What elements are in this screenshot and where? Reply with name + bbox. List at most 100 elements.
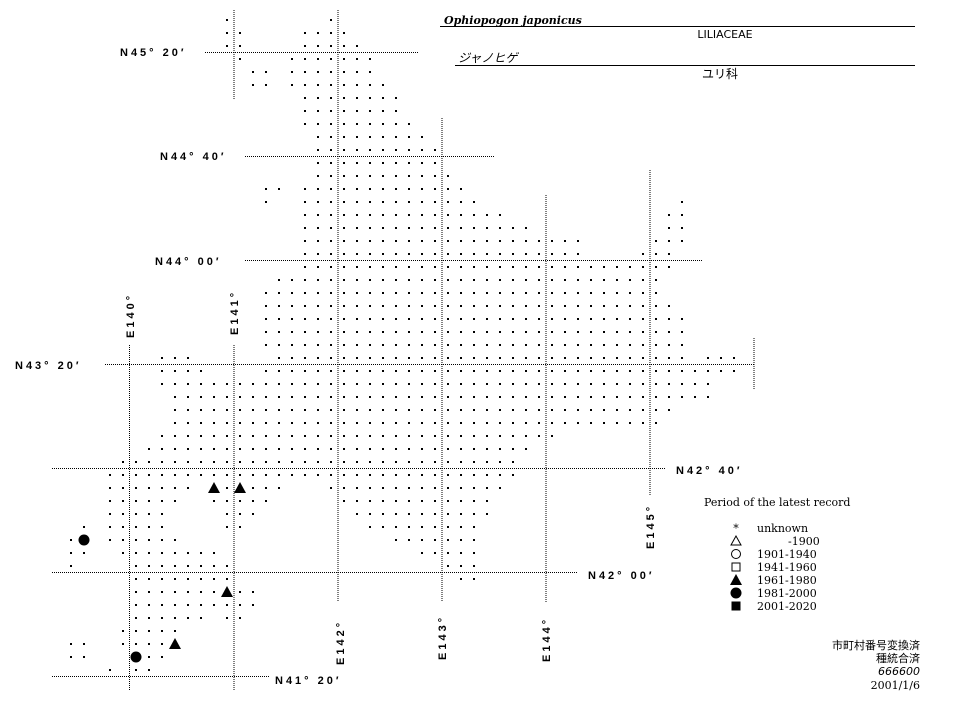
grid-dot: [174, 357, 176, 359]
grid-dot: [512, 331, 514, 333]
grid-dot: [291, 331, 293, 333]
grid-dot: [304, 279, 306, 281]
grid-dot: [278, 396, 280, 398]
graticule: [52, 10, 755, 690]
grid-dot: [434, 279, 436, 281]
grid-dot: [174, 409, 176, 411]
grid-dot: [395, 409, 397, 411]
grid-dot: [135, 552, 137, 554]
grid-dot: [317, 305, 319, 307]
grid-dot: [421, 318, 423, 320]
grid-dot: [148, 448, 150, 450]
grid-dot: [499, 461, 501, 463]
grid-dot: [668, 344, 670, 346]
grid-dot: [369, 487, 371, 489]
grid-dot: [161, 565, 163, 567]
grid-dot: [473, 422, 475, 424]
grid-dot: [161, 448, 163, 450]
grid-dot: [447, 305, 449, 307]
grid-dot: [733, 357, 735, 359]
grid-dot: [304, 97, 306, 99]
grid-dot: [473, 292, 475, 294]
grid-dot: [109, 539, 111, 541]
grid-dot: [655, 240, 657, 242]
grid-dot: [668, 331, 670, 333]
grid-dot: [473, 253, 475, 255]
grid-dot: [538, 331, 540, 333]
grid-dot: [629, 396, 631, 398]
grid-dot: [343, 162, 345, 164]
grid-dot: [187, 435, 189, 437]
grid-dot: [668, 266, 670, 268]
grid-dot: [278, 292, 280, 294]
grid-dot: [343, 84, 345, 86]
grid-dot: [369, 149, 371, 151]
grid-dot: [486, 396, 488, 398]
grid-dot: [408, 253, 410, 255]
grid-dot: [369, 136, 371, 138]
grid-dot: [356, 149, 358, 151]
grid-dot: [70, 552, 72, 554]
grid-dot: [408, 487, 410, 489]
grid-dot: [434, 552, 436, 554]
grid-dot: [343, 32, 345, 34]
triangle-record-marker-icon: [221, 586, 233, 597]
grid-dot: [473, 500, 475, 502]
grid-dot: [512, 435, 514, 437]
grid-dot: [642, 344, 644, 346]
grid-dot: [447, 344, 449, 346]
grid-dot: [473, 474, 475, 476]
grid-dot: [434, 201, 436, 203]
grid-dot: [603, 383, 605, 385]
grid-dot: [343, 487, 345, 489]
grid-dot: [226, 45, 228, 47]
grid-dot: [447, 357, 449, 359]
grid-dot: [226, 565, 228, 567]
grid-dot: [369, 500, 371, 502]
grid-dot: [668, 253, 670, 255]
grid-dot: [239, 604, 241, 606]
grid-dot: [135, 630, 137, 632]
grid-dot: [304, 240, 306, 242]
grid-dot: [642, 279, 644, 281]
grid-dot: [122, 526, 124, 528]
grid-dot: [499, 240, 501, 242]
grid-dot: [395, 370, 397, 372]
grid-dot: [343, 214, 345, 216]
grid-dot: [551, 409, 553, 411]
grid-dot: [122, 474, 124, 476]
grid-dot: [369, 240, 371, 242]
grid-dot: [655, 318, 657, 320]
grid-dot: [642, 331, 644, 333]
grid-dot: [161, 487, 163, 489]
grid-dot: [421, 227, 423, 229]
grid-dot: [187, 474, 189, 476]
grid-dot: [174, 422, 176, 424]
grid-dot: [213, 552, 215, 554]
grid-dot: [369, 110, 371, 112]
grid-dot: [252, 84, 254, 86]
grid-dot: [83, 552, 85, 554]
grid-dot: [616, 383, 618, 385]
grid-dot: [447, 279, 449, 281]
grid-dot: [174, 552, 176, 554]
grid-dot: [525, 292, 527, 294]
grid-dot: [551, 253, 553, 255]
grid-dot: [564, 318, 566, 320]
grid-dot: [317, 45, 319, 47]
grid-dot: [421, 461, 423, 463]
grid-dot: [603, 409, 605, 411]
grid-dot: [642, 266, 644, 268]
grid-dot: [395, 422, 397, 424]
grid-dot: [616, 331, 618, 333]
grid-dot: [512, 305, 514, 307]
grid-dot: [590, 266, 592, 268]
grid-dot: [616, 357, 618, 359]
grid-dot: [356, 435, 358, 437]
grid-dot: [356, 292, 358, 294]
grid-dot: [226, 500, 228, 502]
grid-dot: [525, 435, 527, 437]
grid-dot: [304, 461, 306, 463]
grid-dot: [174, 617, 176, 619]
grid-dot: [278, 188, 280, 190]
